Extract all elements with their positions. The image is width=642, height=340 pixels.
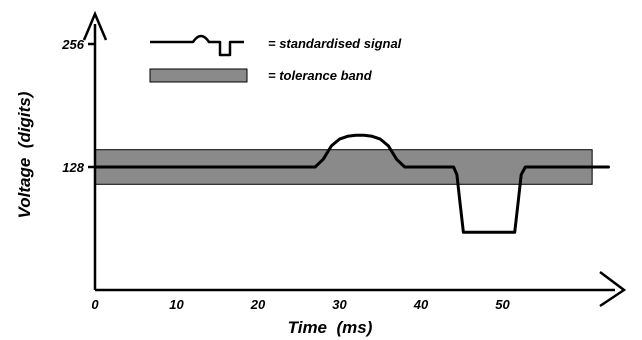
y-tick-label: 128 bbox=[62, 160, 84, 175]
x-axis-label: Time (ms) bbox=[288, 318, 373, 337]
x-tick-label: 10 bbox=[169, 297, 184, 312]
x-tick-label: 40 bbox=[413, 297, 429, 312]
legend-signal-swatch bbox=[150, 34, 244, 57]
legend: = standardised signal = tolerance band bbox=[149, 34, 402, 83]
x-tick-label: 0 bbox=[91, 297, 99, 312]
x-tick-label: 50 bbox=[495, 297, 510, 312]
x-tick-group: 0 10 20 30 40 50 bbox=[91, 297, 510, 312]
legend-signal-label: = standardised signal bbox=[268, 36, 402, 51]
y-tick-label: 256 bbox=[61, 37, 84, 52]
legend-band-swatch bbox=[149, 68, 248, 83]
y-axis-label: Voltage (digits) bbox=[15, 91, 34, 218]
x-axis-arrowhead bbox=[599, 271, 627, 308]
x-tick-label: 30 bbox=[332, 297, 347, 312]
y-tick-group: 128 256 bbox=[61, 37, 95, 175]
y-axis-arrowhead bbox=[82, 10, 108, 41]
legend-band-label: = tolerance band bbox=[268, 68, 373, 83]
axes bbox=[82, 10, 627, 308]
x-tick-label: 20 bbox=[250, 297, 266, 312]
standardised-signal-line bbox=[93, 133, 610, 234]
